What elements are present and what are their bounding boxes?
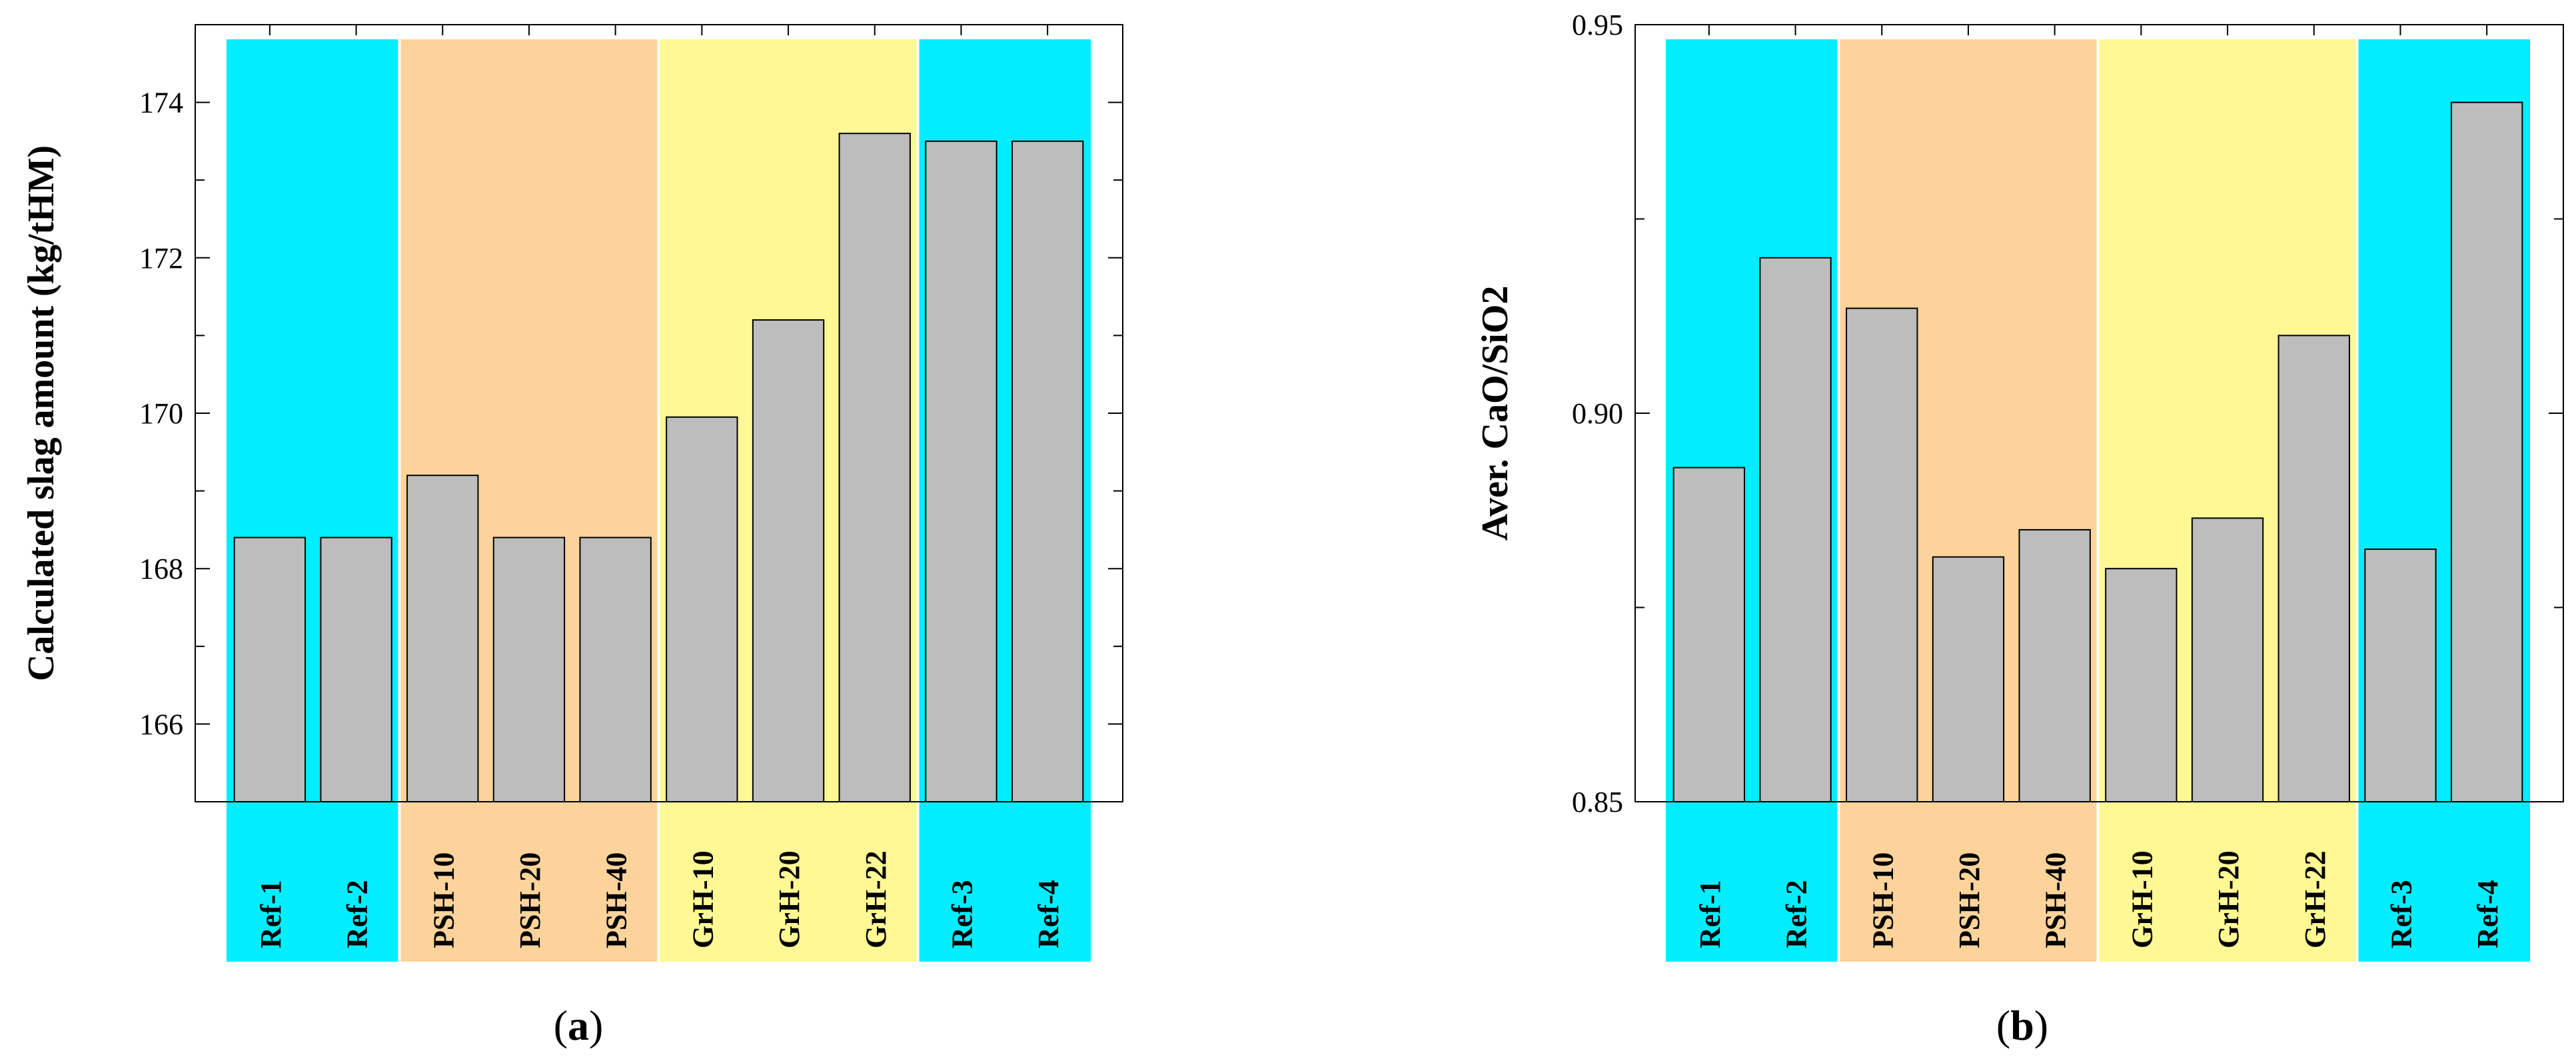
group-band-ref (227, 39, 398, 962)
y-tick-label: 166 (139, 708, 183, 740)
category-label: GrH-10 (686, 850, 719, 948)
category-label: PSH-20 (1953, 852, 1986, 948)
y-tick-label: 0.95 (1572, 9, 1623, 41)
category-label: Ref-1 (255, 880, 287, 948)
category-label: GrH-10 (2126, 850, 2158, 948)
bar-grh-10 (2105, 568, 2178, 802)
chart-panel-b: Ref-1 Ref-2 PSH-10 PSH-20 PSH-40 GrH-10 GrH-20… (1475, 9, 2564, 1049)
panel-label: (b) (1996, 1002, 2048, 1049)
bar-psh-20 (492, 536, 566, 802)
y-tick-label: 168 (139, 552, 183, 585)
bar-psh-10 (406, 475, 479, 803)
bar-psh-20 (1932, 556, 2005, 803)
bar-ref-1 (233, 536, 307, 802)
category-label: Ref-4 (1032, 880, 1065, 948)
bar-grh-20 (2191, 517, 2264, 802)
bar-psh-10 (1846, 307, 1918, 802)
category-label: Ref-2 (341, 880, 374, 948)
bar-ref-3 (2364, 548, 2437, 802)
y-tick-label: 174 (139, 87, 183, 119)
category-label: Ref-2 (1780, 880, 1813, 948)
y-tick-label: 172 (139, 242, 183, 275)
y-axis-label: Aver. CaO/SiO2 (1475, 286, 1516, 541)
bar-ref-2 (1759, 257, 1832, 802)
bar-grh-22 (2277, 335, 2350, 802)
category-label: PSH-10 (1866, 852, 1899, 948)
category-label: PSH-10 (427, 852, 460, 948)
category-label: PSH-20 (514, 852, 546, 948)
category-label: Ref-3 (946, 880, 978, 948)
category-label: Ref-4 (2471, 880, 2504, 948)
category-label: GrH-20 (2212, 850, 2245, 948)
bar-grh-10 (666, 416, 738, 802)
category-label: GrH-22 (860, 850, 892, 948)
bar-grh-20 (752, 319, 825, 802)
y-tick-label: 0.90 (1572, 397, 1623, 430)
category-label: GrH-20 (773, 850, 806, 948)
bar-psh-40 (2018, 529, 2091, 803)
category-label: Ref-1 (1694, 880, 1726, 948)
category-label: PSH-40 (2040, 852, 2072, 948)
bar-ref-4 (2450, 101, 2523, 803)
bar-ref-2 (320, 536, 392, 802)
bar-ref-4 (1011, 140, 1084, 802)
y-tick-label: 170 (139, 397, 183, 430)
bar-ref-3 (925, 140, 997, 802)
bar-ref-1 (1672, 467, 1746, 802)
bar-psh-40 (579, 536, 652, 802)
category-label: GrH-22 (2299, 850, 2331, 948)
category-label: Ref-3 (2385, 880, 2417, 948)
chart-panel-a: Ref-1 Ref-2 PSH-10 PSH-20 PSH-40 GrH-10 GrH-20… (21, 24, 1123, 1049)
y-axis-label: Calculated slag amount (kg/tHM) (21, 145, 62, 681)
category-label: PSH-40 (600, 852, 633, 948)
panel-label: (a) (554, 1002, 604, 1049)
y-tick-label: 0.85 (1572, 786, 1623, 818)
bar-grh-22 (838, 133, 911, 803)
